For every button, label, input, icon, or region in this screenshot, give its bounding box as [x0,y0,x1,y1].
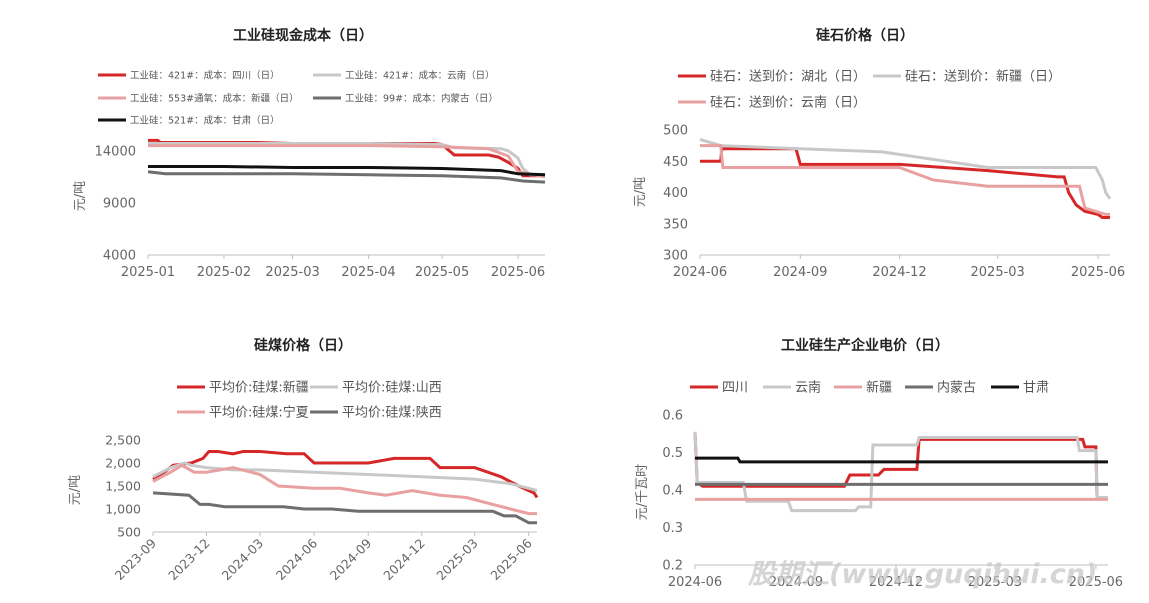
watermark: 股期汇(www.guqihui.cn) [747,559,1097,590]
legend-label: 平均价:硅煤:新疆 [209,380,309,396]
series-line [700,144,1110,216]
legend-label: 新疆 [866,380,892,396]
x-tick-label: 2025-02 [197,265,251,280]
x-tick-label: 2025-03 [968,575,1022,590]
legend-label: 工业硅：421#：成本：云南（日） [345,69,495,81]
legend-label: 平均价:硅煤:宁夏 [209,405,309,421]
series-line [152,450,539,499]
x-tick-label: 2024-06 [273,535,321,583]
x-tick-label: 2025-04 [341,265,395,280]
x-tick-label: 2025-06 [1071,265,1125,280]
x-tick-label: 2025-05 [415,265,469,280]
x-tick-label: 2024-09 [327,535,375,583]
chart-2: 硅石价格（日） 硅石：送到价：湖北（日） 硅石：送到价：新疆（日） 硅石：送到价：云南… [633,27,1125,280]
y-tick-label: 400 [663,186,688,201]
x-tick-label: 2025-06 [487,535,535,583]
legend-label: 工业硅：521#：成本：甘肃（日） [130,114,280,126]
x-tick-label: 2023-09 [112,535,160,583]
y-tick-label: 14000 [95,144,136,159]
x-tick-label: 2024-06 [668,575,722,590]
series-line [693,431,1108,513]
x-tick-label: 2025-03 [265,265,319,280]
legend-label: 工业硅：421#：成本：四川（日） [130,69,280,81]
y-tick-label: 350 [663,217,688,232]
x-tick-label: 2024-12 [869,575,923,590]
chart-title: 硅石价格（日） [816,27,914,44]
y-tick-label: 0.4 [662,484,683,499]
legend-label: 硅石：送到价：湖北（日） [710,70,866,85]
chart-4: 工业硅生产企业电价（日） 四川 云南 新疆 内蒙古 甘肃 0.2 0.3 0.4 0.5 0.6 20… [635,337,1123,590]
y-tick-label: 0.3 [662,521,683,536]
series-line [699,137,1112,200]
series-line [693,431,1108,499]
legend-label: 平均价:硅煤:山西 [342,381,442,396]
x-tick-label: 2024-12 [872,265,926,280]
y-axis-label: 元/吨 [68,475,83,505]
x-tick-label: 2024-09 [769,575,823,590]
chart-title: 硅煤价格（日） [254,337,352,354]
series-line [148,165,546,177]
x-tick-label: 2024-06 [673,265,727,280]
legend-label: 甘肃 [1023,381,1049,396]
y-tick-label: 2,500 [105,433,141,448]
x-tick-label: 2023-12 [165,536,213,584]
y-tick-label: 500 [663,124,688,139]
legend-label: 平均价:硅煤:陕西 [342,406,442,421]
chart-title: 工业硅现金成本（日） [233,27,373,44]
series-line [700,147,1110,219]
legend-label: 内蒙古 [937,380,976,396]
y-axis-label: 元/吨 [73,181,88,211]
x-tick-label: 2025-03 [433,536,481,584]
series-line [695,456,1108,464]
y-tick-label: 450 [663,155,688,170]
legend-label: 云南 [795,380,821,396]
y-axis-label: 元/千瓦时 [635,464,650,520]
x-tick-label: 2025-03 [971,265,1025,280]
x-tick-label: 2025-06 [491,265,545,280]
y-tick-label: 0.2 [662,559,683,574]
legend-label: 四川 [722,381,748,396]
series-line [152,491,537,525]
x-tick-label: 2024-09 [773,265,827,280]
x-tick-label: 2025-01 [121,265,175,280]
y-tick-label: 500 [117,525,141,540]
series-line [152,463,537,516]
series-line [147,170,546,184]
y-tick-label: 4000 [103,249,136,264]
legend-label: 工业硅：553#通氧：成本：新疆（日） [130,92,299,104]
chart-title: 工业硅生产企业电价（日） [781,337,949,354]
legend-label: 工业硅：99#：成本：内蒙古（日） [345,92,498,104]
y-tick-label: 300 [663,249,688,264]
x-tick-label: 2025-06 [1069,575,1123,590]
y-tick-label: 9000 [103,196,136,211]
y-tick-label: 1,000 [105,502,141,517]
legend-label: 硅石：送到价：新疆（日） [905,69,1061,85]
chart-panels: 工业硅现金成本（日） 工业硅：421#：成本：四川（日） 工业硅：421#：成本：云… [68,27,1125,590]
legend-label: 硅石：送到价：云南（日） [710,95,866,111]
x-tick-label: 2024-03 [219,536,267,584]
y-tick-label: 1,500 [105,479,141,494]
y-tick-label: 0.5 [662,446,683,461]
chart-1: 工业硅现金成本（日） 工业硅：421#：成本：四川（日） 工业硅：421#：成本：云… [73,27,546,280]
x-tick-label: 2024-12 [380,536,428,584]
series-line [148,144,546,179]
y-axis-label: 元/吨 [633,177,648,207]
series-line [152,461,538,493]
y-tick-label: 0.6 [662,409,683,424]
y-tick-label: 2,000 [105,456,141,471]
